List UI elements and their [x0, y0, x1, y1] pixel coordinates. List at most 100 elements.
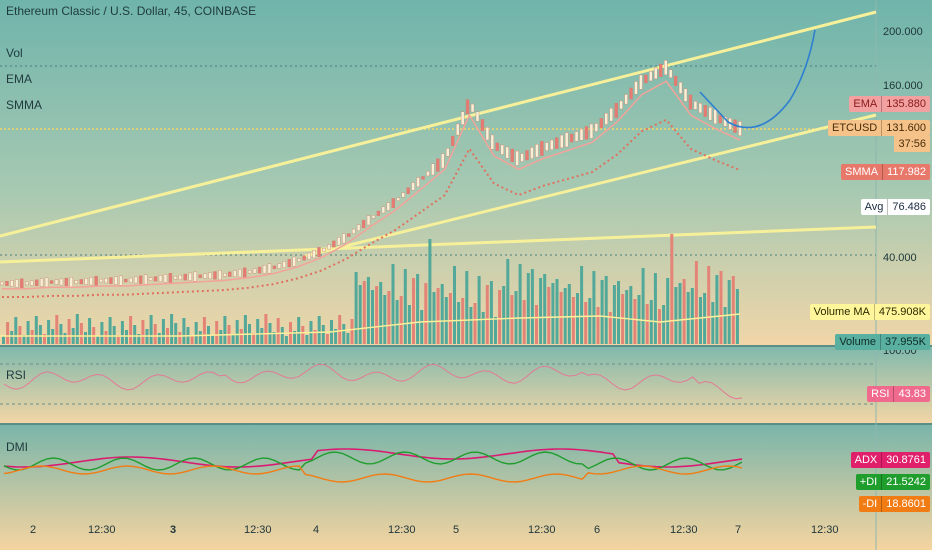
volume-bar: [305, 335, 309, 344]
volume-bar: [239, 329, 243, 344]
volume-bar: [256, 319, 260, 344]
price-candle: [614, 102, 618, 118]
volume-bar: [157, 333, 161, 344]
price-candle: [342, 233, 346, 244]
price-candle: [451, 135, 455, 146]
price-candle: [485, 127, 490, 141]
volume-bar: [608, 312, 612, 344]
price-candle: [401, 192, 405, 198]
price-candle: [213, 271, 217, 280]
price-candle: [30, 280, 34, 286]
adx-line: [3, 448, 743, 468]
volume-ma-tag-name: Volume MA: [809, 304, 874, 320]
indicator-smma-label[interactable]: SMMA: [6, 98, 42, 112]
volume-bar: [43, 334, 46, 344]
price-candle: [228, 271, 232, 277]
smma-line: [2, 118, 741, 298]
price-candle: [143, 274, 148, 285]
price-candle: [218, 270, 222, 281]
volume-bar: [596, 307, 600, 344]
volume-bar: [543, 274, 547, 344]
price-candle: [579, 128, 584, 141]
volume-bar: [129, 316, 133, 344]
volume-bar: [719, 271, 723, 344]
volume-bar: [576, 293, 579, 344]
avg-price-tag: Avg 76.486: [860, 199, 930, 215]
indicator-vol-label[interactable]: Vol: [6, 46, 23, 60]
volume-bar: [334, 329, 338, 344]
price-candle: [297, 258, 301, 262]
price-candle: [540, 141, 544, 156]
price-candle: [609, 108, 613, 122]
price-candle: [688, 94, 693, 110]
volume-bar: [280, 327, 284, 344]
price-candle: [644, 74, 648, 84]
volume-bar: [641, 268, 645, 344]
price-candle: [109, 277, 113, 284]
volume-bar: [174, 323, 178, 344]
price-candle: [386, 202, 391, 211]
volume-bar: [465, 271, 469, 344]
price-candle: [396, 197, 400, 201]
price-candle: [698, 103, 703, 114]
volume-bar: [276, 318, 280, 344]
indicator-ema-label[interactable]: EMA: [6, 72, 33, 86]
price-candle: [361, 219, 366, 229]
price-candle: [530, 147, 534, 159]
trendline-middle: [304, 113, 877, 258]
price-candle: [347, 233, 351, 237]
price-candle: [520, 153, 524, 162]
volume-bar: [506, 259, 510, 344]
price-candle: [406, 187, 410, 194]
price-candle: [693, 101, 698, 110]
volume-bar: [153, 324, 157, 344]
price-candle: [79, 279, 83, 285]
volume-bar: [346, 333, 350, 344]
price-candle: [238, 268, 242, 278]
price-candle: [69, 277, 74, 287]
price-candle: [515, 150, 519, 166]
price-candle: [505, 146, 509, 159]
volume-bar: [137, 334, 141, 344]
rsi-value-tag: RSI 43.83: [867, 386, 930, 402]
volume-bar: [338, 315, 342, 344]
price-candle: [119, 275, 123, 286]
price-candle: [15, 279, 19, 288]
price-candle: [599, 118, 604, 129]
volume-bar: [633, 299, 637, 344]
volume-bar: [170, 314, 174, 344]
indicator-dmi-label[interactable]: DMI: [6, 440, 28, 454]
minus-di-value-tag: -DI 18.8601: [858, 496, 930, 512]
ema-price-tag: EMA 135.880: [849, 96, 930, 112]
volume-bar: [555, 279, 559, 344]
volume-bar: [473, 303, 477, 344]
price-candle: [257, 266, 262, 274]
volume-bar: [567, 284, 571, 344]
volume-bar: [670, 234, 674, 344]
price-candle: [465, 99, 470, 115]
volume-bar: [453, 266, 456, 344]
time-axis-label: 2: [30, 524, 37, 536]
volume-bar: [22, 335, 26, 344]
volume-bar: [629, 286, 633, 344]
indicator-rsi-label[interactable]: RSI: [6, 368, 27, 382]
price-candle: [470, 103, 475, 113]
smma-price-tag: SMMA 117.982: [841, 164, 930, 180]
price-candle: [525, 150, 529, 161]
volume-bar: [412, 278, 415, 344]
rsi-value-tag-value: 43.83: [893, 386, 930, 402]
price-candle: [391, 198, 395, 208]
volume-bar: [88, 318, 92, 344]
price-candle: [649, 71, 653, 82]
time-axis-label: 12:30: [670, 524, 698, 536]
volume-bar: [321, 325, 325, 344]
price-candle: [317, 247, 321, 257]
volume-bar: [535, 305, 538, 344]
volume-bar: [30, 330, 34, 344]
volume-bar: [104, 331, 108, 344]
volume-bar: [2, 336, 5, 344]
volume-bar: [67, 319, 71, 344]
volume-bar: [79, 323, 83, 344]
volume-bar: [662, 305, 666, 344]
volume-bar: [116, 335, 120, 344]
